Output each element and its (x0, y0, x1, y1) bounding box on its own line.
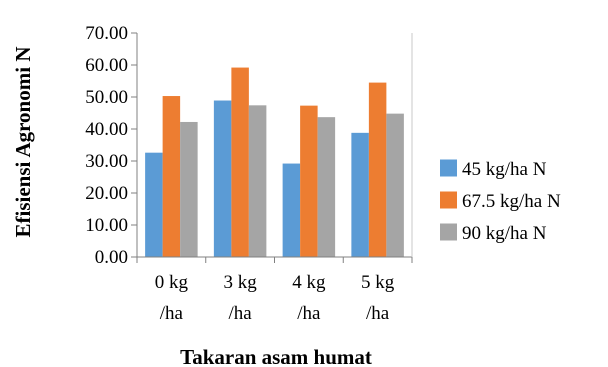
bar (386, 113, 404, 257)
bar (317, 117, 336, 257)
y-tick-label: 50.00 (85, 87, 128, 108)
x-category-label: /ha (366, 303, 390, 324)
x-axis-title: Takaran asam humat (180, 345, 372, 367)
y-tick-label: 20.00 (85, 183, 128, 204)
x-category-label: 4 kg (292, 272, 326, 293)
bar (300, 105, 318, 257)
legend-label: 45 kg/ha N (462, 159, 547, 180)
x-category-label: /ha (160, 303, 184, 324)
y-tick-label: 60.00 (85, 55, 128, 76)
bar (248, 105, 267, 257)
bar (231, 67, 249, 257)
x-category-label: /ha (229, 303, 253, 324)
x-category-label: 0 kg (155, 272, 189, 293)
x-category-label: /ha (297, 303, 321, 324)
bar (180, 121, 198, 258)
bar (162, 96, 181, 257)
x-category-label: 3 kg (224, 272, 258, 293)
bar (213, 100, 232, 258)
x-ticks-group: 0 kg/ha 3 kg/ha 4 kg/ha 5 kg/ha (136, 257, 413, 324)
y-ticks-group: 0.00 10.00 20.00 30.00 40.00 50.00 60.00 70.00 (85, 23, 137, 268)
y-tick-label: 0.00 (95, 247, 128, 268)
legend: 45 kg/ha N 67.5 kg/ha N 90 kg/ha N (440, 159, 561, 244)
y-axis-title: Efisiensi Agronomi N (11, 47, 35, 238)
legend-swatch (440, 159, 457, 177)
y-tick-label: 40.00 (85, 119, 128, 140)
bars-group (145, 67, 404, 258)
y-tick-label: 10.00 (85, 215, 128, 236)
legend-label: 90 kg/ha N (462, 223, 547, 244)
legend-swatch (440, 223, 457, 241)
bar (368, 82, 387, 257)
y-tick-label: 30.00 (85, 151, 128, 172)
bar (145, 152, 163, 257)
y-tick-label: 70.00 (85, 23, 128, 44)
bar (351, 132, 369, 257)
legend-swatch (440, 191, 457, 209)
legend-label: 67.5 kg/ha N (462, 191, 561, 212)
x-category-label: 5 kg (361, 272, 395, 293)
bar (282, 163, 301, 257)
